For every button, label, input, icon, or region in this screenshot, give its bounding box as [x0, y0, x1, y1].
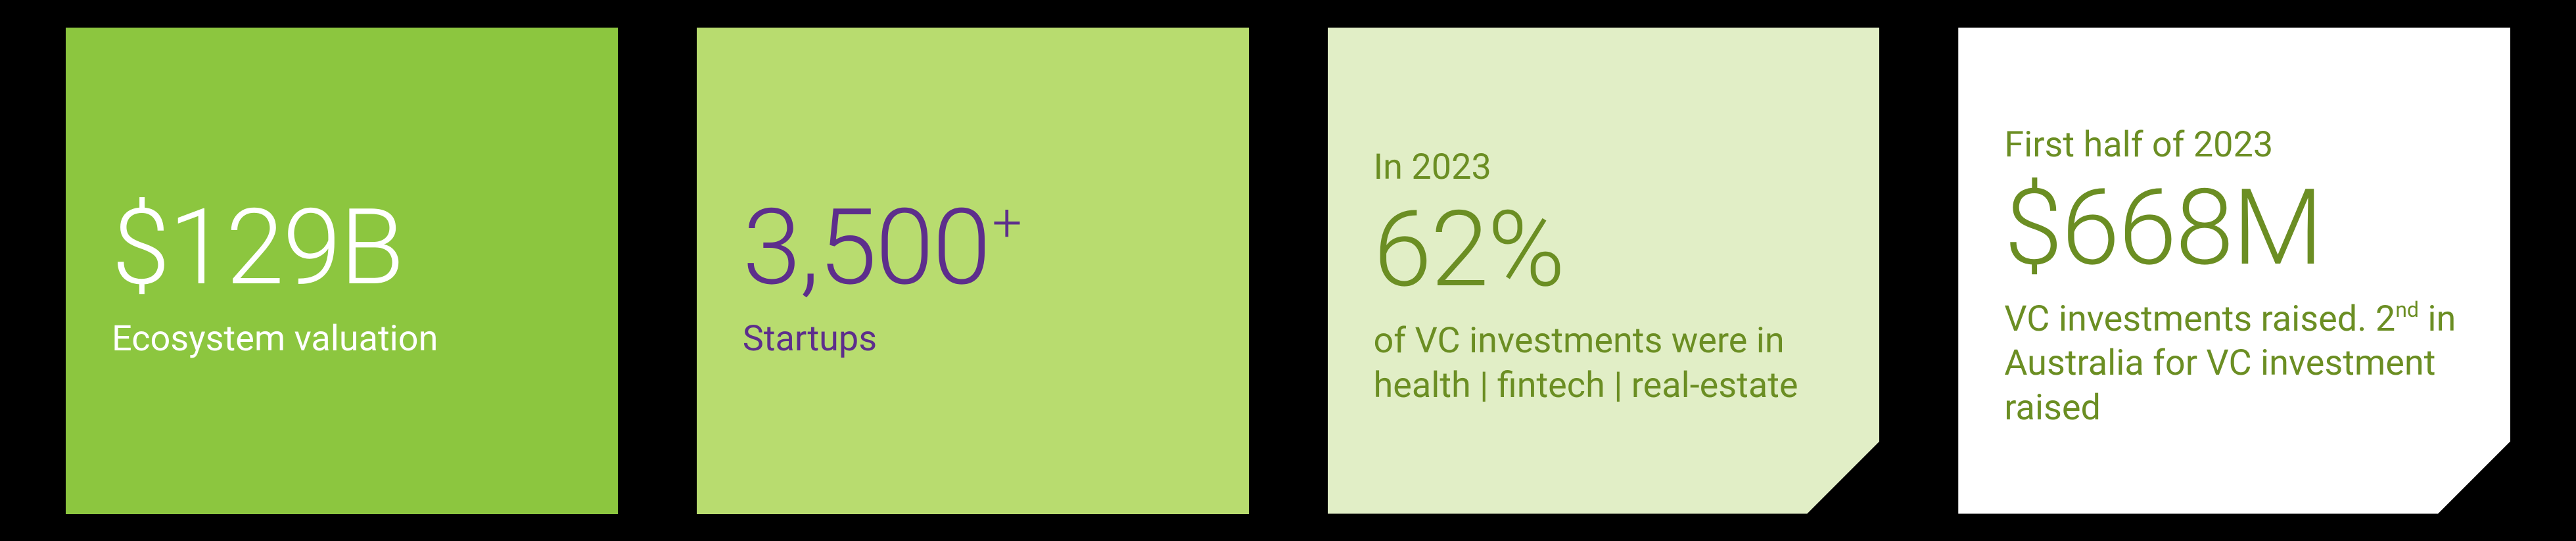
stat-eyebrow: First half of 2023: [2004, 124, 2464, 167]
stat-headline: 3,500+: [743, 193, 1203, 304]
stat-headline: $129B: [112, 193, 572, 304]
stat-headline: 62%: [1374, 195, 1834, 306]
stat-headline-value: $129B: [112, 187, 403, 310]
stat-sub: Startups: [743, 317, 1203, 362]
stat-sub-ordinal: nd: [2395, 297, 2419, 322]
stat-cards-row: $129B Ecosystem valuation 3,500+ Startup…: [66, 28, 2510, 514]
stat-sub: Ecosystem valuation: [112, 317, 572, 362]
stat-headline-value: 3,500: [743, 187, 990, 310]
stat-headline-suffix: +: [992, 192, 1020, 254]
stat-headline-value: 62%: [1374, 189, 1564, 312]
stat-sub: of VC investments were in health | finte…: [1374, 319, 1834, 408]
stat-sub: VC investments raised. 2nd in Australia …: [2004, 297, 2464, 431]
stat-sub-pre: VC investments raised. 2: [2004, 298, 2395, 340]
stat-card-vc-raised: First half of 2023 $668M VC investments …: [1958, 28, 2510, 514]
stat-card-ecosystem-valuation: $129B Ecosystem valuation: [66, 28, 618, 514]
stat-card-vc-sectors: In 2023 62% of VC investments were in he…: [1328, 28, 1880, 514]
stat-card-startups: 3,500+ Startups: [697, 28, 1249, 514]
stat-headline-value: $668M: [2004, 167, 2322, 290]
stat-eyebrow: In 2023: [1374, 147, 1834, 189]
stat-headline: $668M: [2004, 174, 2464, 284]
